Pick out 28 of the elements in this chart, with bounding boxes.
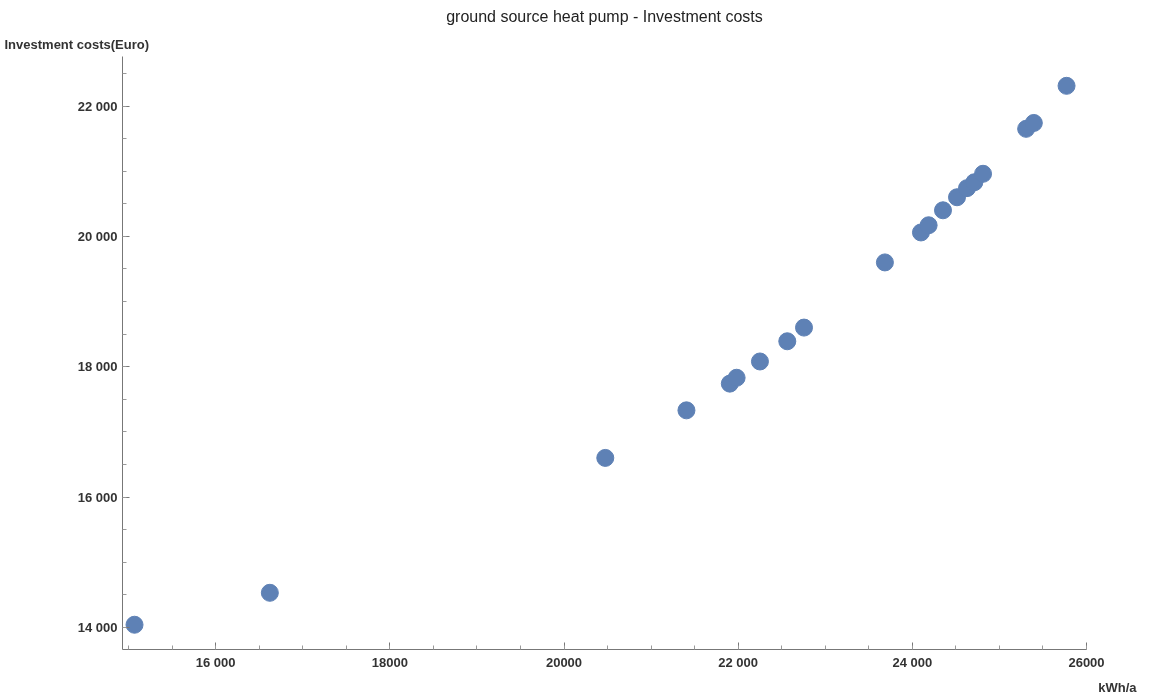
y-tick-label: 20 000 bbox=[77, 228, 118, 244]
y-tick-label: 18 000 bbox=[77, 359, 118, 375]
point bbox=[974, 164, 993, 183]
x-tick-label: 16 000 bbox=[195, 654, 236, 670]
x-tick-label: 20000 bbox=[545, 654, 583, 670]
point bbox=[933, 201, 952, 220]
point bbox=[727, 368, 746, 387]
point bbox=[1024, 113, 1043, 132]
point bbox=[677, 401, 696, 420]
point bbox=[875, 253, 894, 272]
point bbox=[596, 448, 615, 467]
x-tick-label: 24 000 bbox=[892, 654, 933, 670]
y-tick-label: 14 000 bbox=[77, 619, 118, 635]
chart-title: ground source heat pump - Investment costs bbox=[446, 7, 763, 25]
point bbox=[260, 583, 279, 602]
x-tick-label: 18000 bbox=[371, 654, 408, 670]
point bbox=[1057, 76, 1076, 95]
point bbox=[778, 332, 797, 351]
point bbox=[795, 318, 814, 337]
point bbox=[919, 216, 938, 235]
x-tick-label: 22 000 bbox=[718, 654, 759, 670]
y-tick-label: 22 000 bbox=[77, 98, 118, 114]
point bbox=[750, 352, 769, 371]
y-tick-label: 16 000 bbox=[77, 489, 118, 505]
x-tick-label: 26000 bbox=[1068, 654, 1105, 670]
y-axis-title: Investment costs(Euro) bbox=[4, 36, 149, 52]
x-axis-title: kWh/a bbox=[1098, 679, 1138, 695]
point bbox=[125, 615, 144, 634]
